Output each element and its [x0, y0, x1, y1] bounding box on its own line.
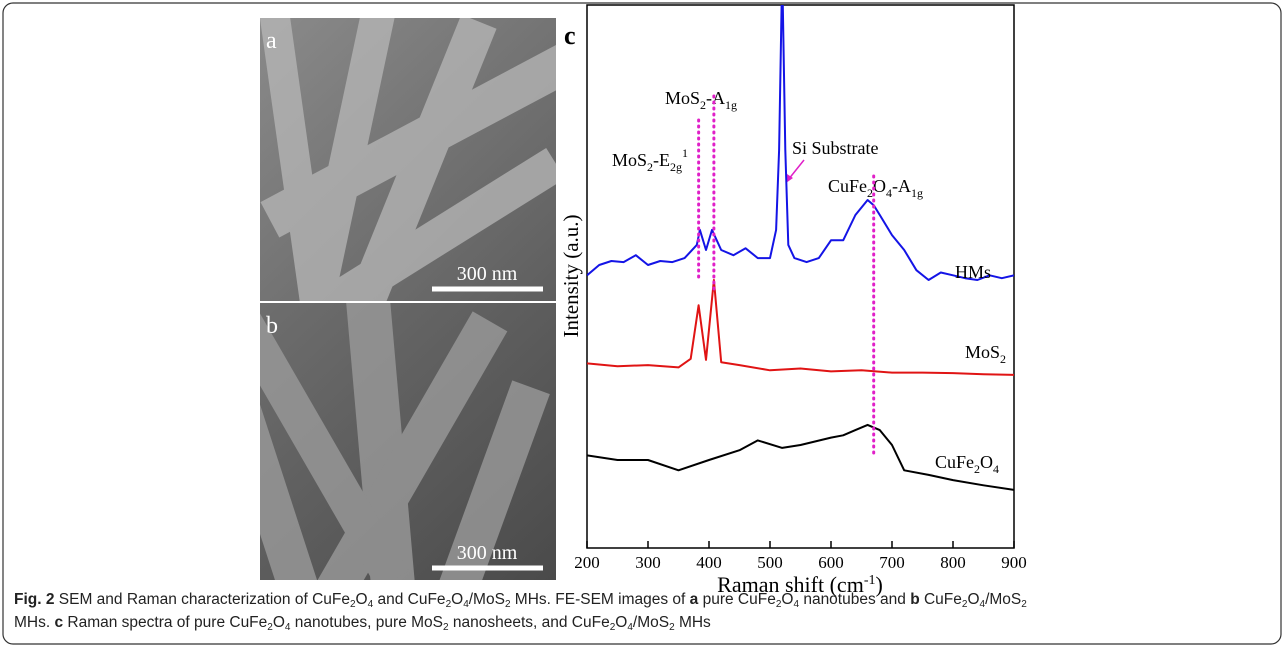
annotation-label: MoS2-A1g	[665, 88, 737, 112]
caption-text: 2	[445, 599, 452, 610]
caption-text: 4	[979, 599, 986, 610]
x-axis-label: Raman shift (cm-1)	[717, 572, 883, 597]
caption-text: 4	[793, 599, 800, 610]
caption-text: /MoS	[632, 614, 670, 631]
caption-text: 2	[609, 622, 616, 633]
caption-text: pure CuFe	[698, 591, 776, 608]
caption-text: and CuFe	[373, 591, 446, 608]
scale-bar-label: 300 nm	[457, 542, 518, 564]
caption-text: 2	[961, 599, 968, 610]
caption-text: 4	[627, 622, 633, 633]
spectrum-line	[587, 423, 1014, 491]
caption-text: O	[355, 591, 368, 608]
caption-text: nanosheets, and CuFe	[448, 614, 610, 631]
x-tick-label: 800	[940, 553, 966, 572]
spectrum-line	[587, 279, 1014, 376]
x-tick-label: 400	[696, 553, 722, 572]
caption-text: 2	[1021, 599, 1027, 610]
caption-text: b	[910, 591, 920, 608]
panel-letter: c	[564, 21, 576, 50]
caption-text: a	[689, 591, 699, 608]
caption-text: Raman spectra of pure CuFe	[63, 614, 268, 631]
plot-area	[587, 5, 1014, 491]
caption-text: 4	[463, 599, 469, 610]
y-axis-label: Intensity (a.u.)	[559, 214, 583, 337]
x-tick-label: 700	[879, 553, 905, 572]
caption-text: Fig. 2	[14, 591, 55, 608]
figure-caption: Fig. 2 SEM and Raman characterization of…	[14, 588, 1264, 634]
panel-letter: b	[266, 313, 278, 339]
sem-image-b	[260, 303, 556, 580]
series-label: CuFe2O4	[935, 452, 999, 476]
caption-text: O	[615, 614, 628, 631]
caption-text: 2	[349, 599, 356, 610]
x-tick-label: 200	[574, 553, 600, 572]
x-tick-label: 300	[635, 553, 661, 572]
caption-text: O	[967, 591, 980, 608]
panel-letter: a	[266, 28, 277, 54]
caption-text: 4	[284, 622, 291, 633]
caption-text: O	[272, 614, 285, 631]
x-tick-label: 500	[757, 553, 783, 572]
sem-image-a	[260, 18, 556, 301]
caption-text: MHs. FE-SEM images of	[510, 591, 690, 608]
caption-text: 2	[267, 622, 273, 633]
caption-text: c	[54, 614, 64, 631]
x-tick-label: 900	[1001, 553, 1027, 572]
scale-bar-label: 300 nm	[457, 263, 518, 285]
caption-text: 2	[669, 622, 675, 633]
caption-text: SEM and Raman characterization of CuFe	[54, 591, 350, 608]
plot-frame	[586, 4, 1015, 549]
caption-text: /MoS	[985, 591, 1022, 608]
caption-text: O	[451, 591, 464, 608]
caption-text: 2	[775, 599, 782, 610]
caption-text: CuFe	[919, 591, 962, 608]
annotation-label: MoS2-E2g1	[612, 146, 688, 174]
x-tick-label: 600	[818, 553, 844, 572]
series-label: HMs	[955, 262, 991, 282]
caption-text: 2	[443, 622, 449, 633]
annotation-label: CuFe2O4-A1g	[828, 176, 923, 200]
caption-text: 2	[504, 599, 511, 610]
arrow-label: Si Substrate	[792, 138, 879, 158]
caption-text: O	[781, 591, 794, 608]
caption-text: 4	[367, 599, 374, 610]
caption-text: /MoS	[468, 591, 505, 608]
spectrum-line	[587, 5, 1014, 281]
caption-text: MHs	[674, 614, 711, 631]
caption-text: nanotubes, pure MoS	[290, 614, 443, 631]
arrow-head	[786, 174, 793, 183]
series-label: MoS2	[965, 342, 1006, 366]
caption-text: MHs.	[14, 614, 55, 631]
caption-text: nanotubes and	[799, 591, 911, 608]
